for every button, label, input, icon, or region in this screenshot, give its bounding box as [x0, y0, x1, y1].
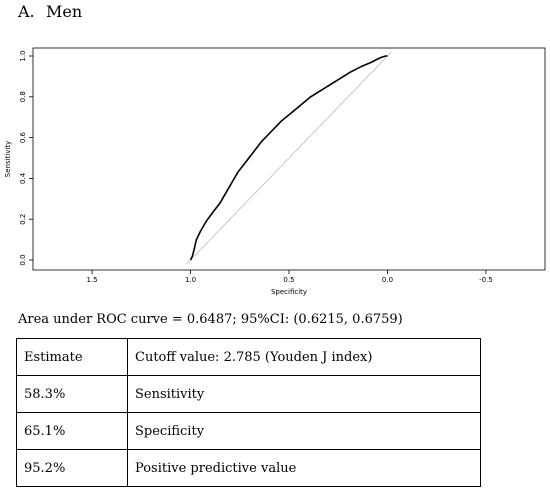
table-cell: Specificity	[127, 412, 481, 450]
y-tick-label: 0.6	[19, 131, 27, 143]
table-cell: Estimate	[16, 338, 128, 376]
y-tick-label: 0.0	[19, 254, 27, 265]
x-tick-label: -0.5	[479, 276, 493, 284]
table-cell: Cutoff value: 2.785 (Youden J index)	[127, 338, 481, 376]
y-tick-label: 1.0	[19, 50, 27, 61]
table-cell: Sensitivity	[127, 375, 481, 413]
x-tick-label: 1.5	[87, 276, 98, 284]
results-table: Estimate Cutoff value: 2.785 (Youden J i…	[16, 338, 481, 487]
x-axis-label: Specificity	[271, 288, 307, 296]
table-row: 58.3% Sensitivity	[16, 375, 481, 413]
table-cell: 58.3%	[16, 375, 128, 413]
table-row: 65.1% Specificity	[16, 412, 481, 450]
table-cell: 95.2%	[16, 449, 128, 487]
reference-diagonal-line	[186, 51, 392, 265]
table-cell: 65.1%	[16, 412, 128, 450]
y-axis-label: Sensitivity	[4, 141, 12, 177]
panel-title-text: Men	[46, 2, 83, 21]
x-tick-label: 0.5	[283, 276, 294, 284]
y-tick-label: 0.2	[19, 214, 27, 225]
panel-title: A. Men	[18, 2, 82, 21]
roc-chart: 1.5 1.0 0.5 0.0 -0.5 0.0 0.2 0.4 0.6 0.8 1.0 Spec…	[4, 47, 546, 296]
panel-letter: A.	[18, 2, 35, 21]
x-tick-label: 0.0	[382, 276, 393, 284]
table-cell: Positive predictive value	[127, 449, 481, 487]
x-tick-label: 1.0	[185, 276, 196, 284]
roc-curve-line	[189, 55, 388, 261]
auc-summary: Area under ROC curve = 0.6487; 95%CI: (0…	[18, 312, 403, 327]
y-tick-label: 0.4	[19, 172, 27, 184]
table-row: 95.2% Positive predictive value	[16, 449, 481, 487]
table-row: Estimate Cutoff value: 2.785 (Youden J i…	[16, 338, 481, 376]
y-tick-label: 0.8	[19, 91, 27, 102]
plot-frame	[32, 47, 546, 271]
